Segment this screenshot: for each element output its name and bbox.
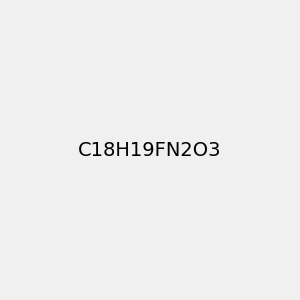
Text: C18H19FN2O3: C18H19FN2O3 xyxy=(78,140,222,160)
